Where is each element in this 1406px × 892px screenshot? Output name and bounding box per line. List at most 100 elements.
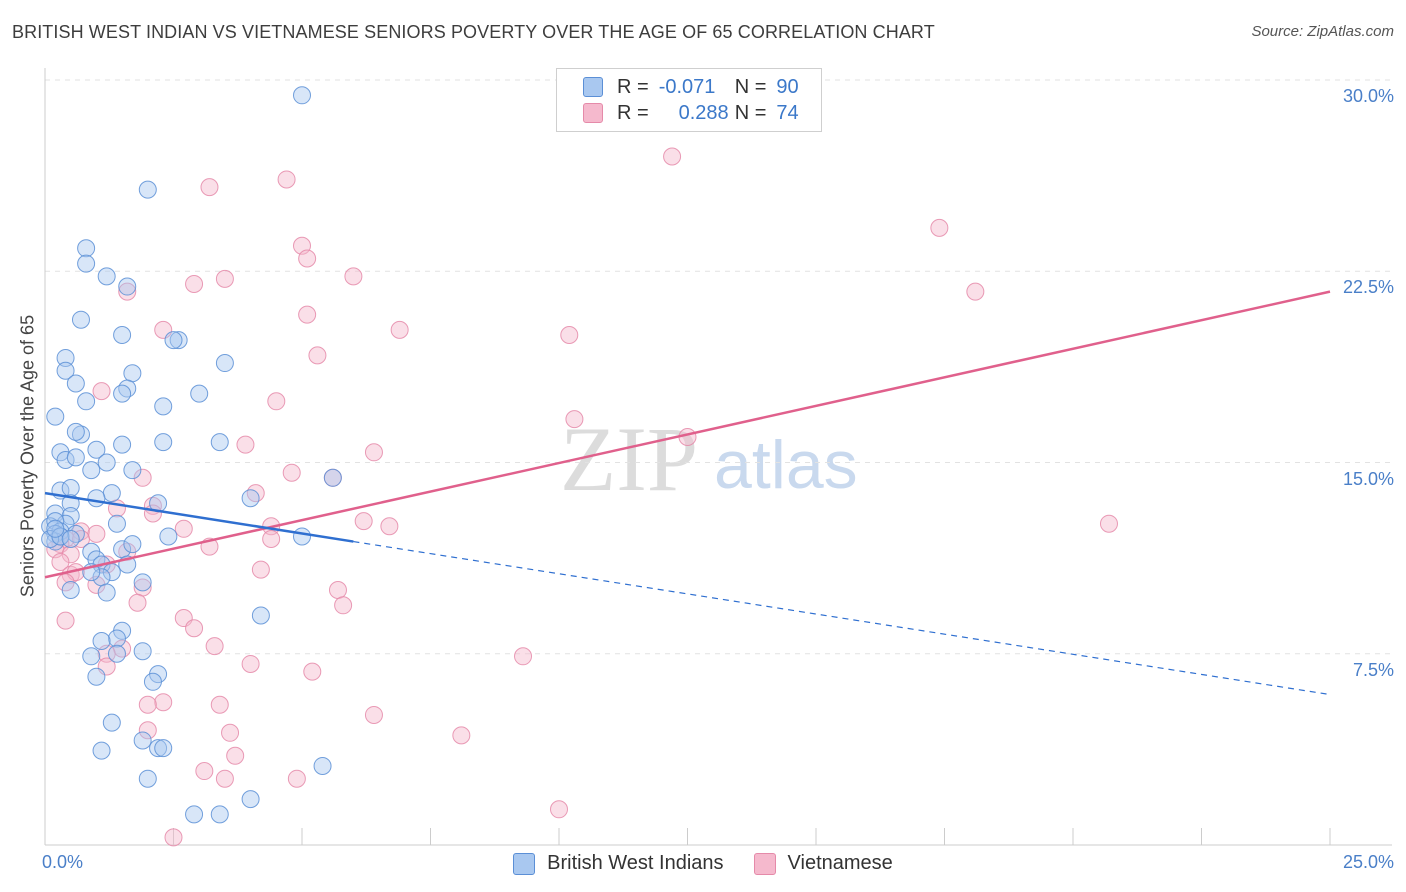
chart-title: BRITISH WEST INDIAN VS VIETNAMESE SENIOR… — [12, 22, 935, 42]
british-west-indians-trend-line — [44, 491, 354, 543]
vietnamese-point — [174, 519, 193, 538]
stats-swatch-pink — [583, 103, 603, 123]
british-west-indians-trend-extension — [353, 540, 1331, 696]
vietnamese-point — [1099, 514, 1118, 533]
vietnamese-point — [390, 320, 409, 339]
vietnamese-point — [328, 581, 347, 599]
british-west-indians-point — [113, 326, 132, 344]
vietnamese-point — [282, 463, 301, 482]
british-west-indians-point — [251, 606, 270, 625]
vietnamese-point — [560, 326, 579, 344]
british-west-indians-point — [113, 384, 132, 403]
vietnamese-point — [251, 560, 270, 579]
legend: British West Indians Vietnamese — [0, 852, 1406, 875]
british-west-indians-point — [293, 527, 311, 546]
legend-item-british-west-indians: British West Indians — [513, 852, 724, 875]
british-west-indians-point — [56, 450, 75, 469]
vietnamese-point — [164, 828, 183, 847]
trend-lines — [44, 290, 1331, 696]
british-west-indians-point — [154, 739, 173, 758]
british-west-indians-point — [61, 581, 80, 599]
british-west-indians-point — [138, 769, 157, 788]
british-west-indians-point — [56, 361, 75, 380]
british-west-indians-point — [210, 433, 229, 452]
vietnamese-point — [452, 726, 471, 745]
vietnamese-point — [663, 147, 682, 166]
british-west-indians-point — [164, 331, 183, 350]
british-west-indians-point — [241, 489, 260, 508]
y-tick-label: 22.5% — [1342, 277, 1394, 298]
vietnamese-point — [185, 275, 204, 293]
vietnamese-point — [215, 269, 234, 288]
british-west-indians-point — [113, 435, 132, 454]
vietnamese-point — [215, 769, 234, 788]
british-west-indians-point — [133, 731, 152, 750]
vietnamese-point — [61, 545, 80, 564]
vietnamese-trend-line — [44, 290, 1331, 579]
axes — [44, 68, 1392, 846]
vietnamese-point — [226, 746, 245, 765]
british-west-indians-point — [71, 425, 90, 444]
y-tick-label: 7.5% — [1352, 659, 1394, 680]
vietnamese-point — [930, 218, 949, 237]
british-west-indians-point — [92, 632, 111, 650]
british-west-indians-point — [159, 527, 178, 546]
x-tick-label: 25.0% — [1342, 852, 1394, 872]
british-west-indians-point — [123, 461, 142, 480]
british-west-indians-point — [133, 573, 152, 592]
stats-row-vietnamese: R = 0.288 N = 74 — [583, 100, 799, 126]
vietnamese-point — [303, 662, 322, 681]
vietnamese-point — [565, 410, 584, 429]
british-west-indians-point — [66, 524, 85, 543]
british-west-indians-point — [97, 453, 116, 472]
vietnamese-point — [138, 695, 157, 714]
vietnamese-point — [380, 517, 399, 536]
british-west-indians-point — [123, 364, 142, 383]
y-tick-label: 15.0% — [1342, 468, 1394, 489]
legend-label: Vietnamese — [787, 852, 893, 874]
vietnamese-point — [71, 522, 90, 541]
british-west-indians-point — [102, 713, 121, 732]
british-west-indians-point — [66, 448, 85, 467]
vietnamese-point — [118, 282, 137, 301]
british-west-indians-point — [293, 86, 311, 105]
legend-label: British West Indians — [547, 852, 724, 874]
british-west-indians-point — [46, 532, 65, 551]
r-label: R = — [617, 101, 649, 124]
british-west-indians-point — [66, 374, 85, 393]
british-west-indians-point — [133, 642, 152, 661]
vietnamese-point — [364, 443, 383, 462]
vietnamese-point — [354, 512, 373, 531]
british-west-indians-point — [46, 519, 65, 538]
british-west-indians-point — [123, 535, 142, 554]
vietnamese-point — [262, 530, 281, 548]
vietnamese-point — [154, 693, 173, 712]
stats-swatch-blue — [583, 77, 603, 97]
stats-row-british-west-indians: R = -0.071 N = 90 — [583, 74, 799, 100]
british-west-indians-point — [118, 379, 137, 398]
british-west-indians-point — [185, 805, 204, 824]
gridlines — [45, 79, 1392, 655]
british-west-indians-point — [97, 267, 116, 286]
y-tick-label: 30.0% — [1342, 86, 1394, 106]
british-west-indians-point — [41, 530, 60, 548]
british-west-indians-points — [41, 86, 342, 824]
british-west-indians-point — [66, 422, 85, 441]
watermark-zip: ZIP — [560, 408, 698, 510]
vietnamese-point — [51, 552, 70, 571]
vietnamese-point — [344, 267, 363, 286]
british-west-indians-point — [215, 354, 234, 373]
vietnamese-point — [246, 484, 265, 503]
british-west-indians-point — [77, 254, 96, 273]
n-label: N = — [734, 75, 767, 98]
vietnamese-point — [287, 769, 306, 788]
british-west-indians-point — [87, 489, 106, 508]
vietnamese-point — [92, 382, 111, 401]
vietnamese-point — [200, 178, 219, 197]
vietnamese-point — [205, 637, 224, 656]
british-west-indians-point — [118, 277, 137, 296]
vietnamese-point — [138, 721, 157, 740]
british-west-indians-point — [149, 739, 168, 758]
british-west-indians-point — [92, 741, 111, 760]
vietnamese-point — [236, 435, 255, 454]
